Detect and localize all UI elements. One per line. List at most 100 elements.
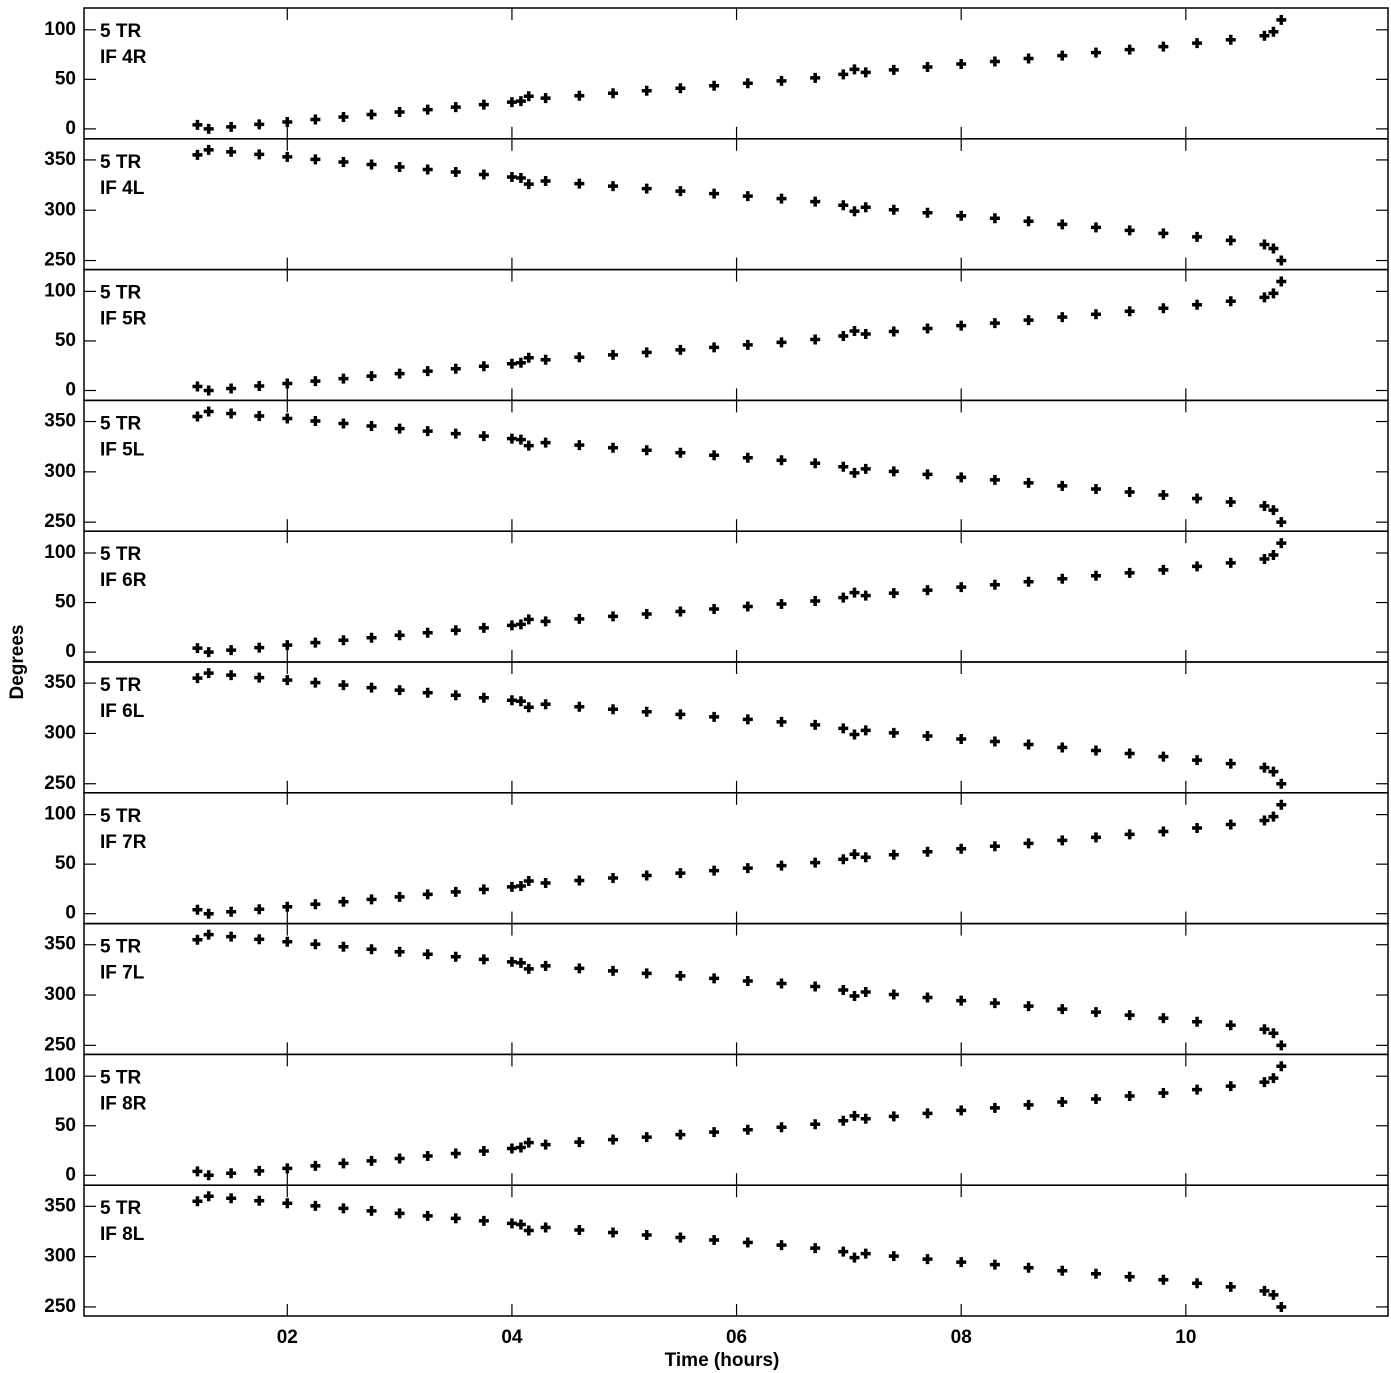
marker — [515, 957, 526, 968]
marker — [810, 1243, 821, 1254]
marker — [888, 849, 899, 860]
marker — [1268, 549, 1279, 560]
marker — [1057, 480, 1068, 491]
marker — [540, 437, 551, 448]
marker — [860, 852, 871, 863]
panel-label: 5 TR — [100, 806, 141, 827]
marker — [478, 954, 489, 965]
marker — [641, 347, 652, 358]
marker — [776, 978, 787, 989]
marker — [574, 1137, 585, 1148]
marker — [1023, 576, 1034, 587]
marker — [203, 406, 214, 417]
marker — [810, 981, 821, 992]
y-tick-label: 100 — [44, 280, 76, 301]
marker — [226, 1168, 237, 1179]
marker — [838, 330, 849, 341]
y-tick-label: 100 — [44, 1065, 76, 1086]
marker — [860, 463, 871, 474]
marker — [192, 411, 203, 422]
y-tick-label: 50 — [55, 592, 76, 613]
marker — [849, 467, 860, 478]
marker — [838, 461, 849, 472]
marker — [956, 582, 967, 593]
marker — [742, 452, 753, 463]
marker — [776, 75, 787, 86]
marker — [888, 1111, 899, 1122]
y-tick-label: 50 — [55, 853, 76, 874]
y-tick-label: 250 — [44, 1296, 76, 1317]
x-axis-label: Time (hours) — [665, 1350, 780, 1371]
panel-label: IF 8R — [100, 1093, 147, 1114]
marker — [226, 121, 237, 132]
marker — [192, 934, 203, 945]
marker — [608, 704, 619, 715]
marker — [1268, 811, 1279, 822]
marker — [515, 696, 526, 707]
marker — [1192, 1278, 1203, 1289]
marker — [1225, 557, 1236, 568]
marker — [478, 692, 489, 703]
marker — [888, 326, 899, 337]
marker — [849, 326, 860, 337]
marker — [254, 904, 265, 915]
marker — [675, 83, 686, 94]
marker — [641, 1132, 652, 1143]
marker — [515, 1219, 526, 1230]
marker — [860, 1248, 871, 1259]
marker — [1023, 1001, 1034, 1012]
marker — [282, 1163, 293, 1174]
marker — [838, 592, 849, 603]
marker — [989, 1102, 1000, 1113]
marker — [478, 1146, 489, 1157]
marker — [709, 711, 720, 722]
marker — [888, 204, 899, 215]
marker — [254, 934, 265, 945]
marker — [1268, 26, 1279, 37]
marker — [310, 376, 321, 387]
marker — [776, 455, 787, 466]
marker — [540, 960, 551, 971]
marker — [192, 119, 203, 130]
marker — [1158, 826, 1169, 837]
marker — [838, 985, 849, 996]
y-tick-label: 350 — [44, 672, 76, 693]
marker — [1259, 1077, 1270, 1088]
marker — [709, 188, 720, 199]
marker — [989, 736, 1000, 747]
marker — [608, 1227, 619, 1238]
marker — [422, 1210, 433, 1221]
marker — [742, 1124, 753, 1135]
marker — [1192, 231, 1203, 242]
marker — [1192, 755, 1203, 766]
y-tick-label: 100 — [44, 542, 76, 563]
marker — [394, 1208, 405, 1219]
marker — [1225, 34, 1236, 45]
marker — [366, 159, 377, 170]
marker — [366, 1155, 377, 1166]
marker — [310, 114, 321, 125]
marker — [742, 339, 753, 350]
marker — [1057, 1265, 1068, 1276]
marker — [776, 193, 787, 204]
marker — [1192, 299, 1203, 310]
marker — [849, 64, 860, 75]
panel-label: IF 5L — [100, 439, 145, 460]
marker — [226, 906, 237, 917]
panel-label: IF 6L — [100, 701, 145, 722]
marker — [1259, 1285, 1270, 1296]
marker — [742, 863, 753, 874]
marker — [675, 344, 686, 355]
marker — [860, 67, 871, 78]
marker — [1124, 748, 1135, 759]
marker — [203, 647, 214, 658]
marker — [956, 843, 967, 854]
marker — [282, 116, 293, 127]
marker — [422, 104, 433, 115]
marker — [478, 169, 489, 180]
marker — [1225, 819, 1236, 830]
marker — [1124, 567, 1135, 578]
y-tick-label: 50 — [55, 330, 76, 351]
marker — [450, 886, 461, 897]
marker — [1023, 315, 1034, 326]
